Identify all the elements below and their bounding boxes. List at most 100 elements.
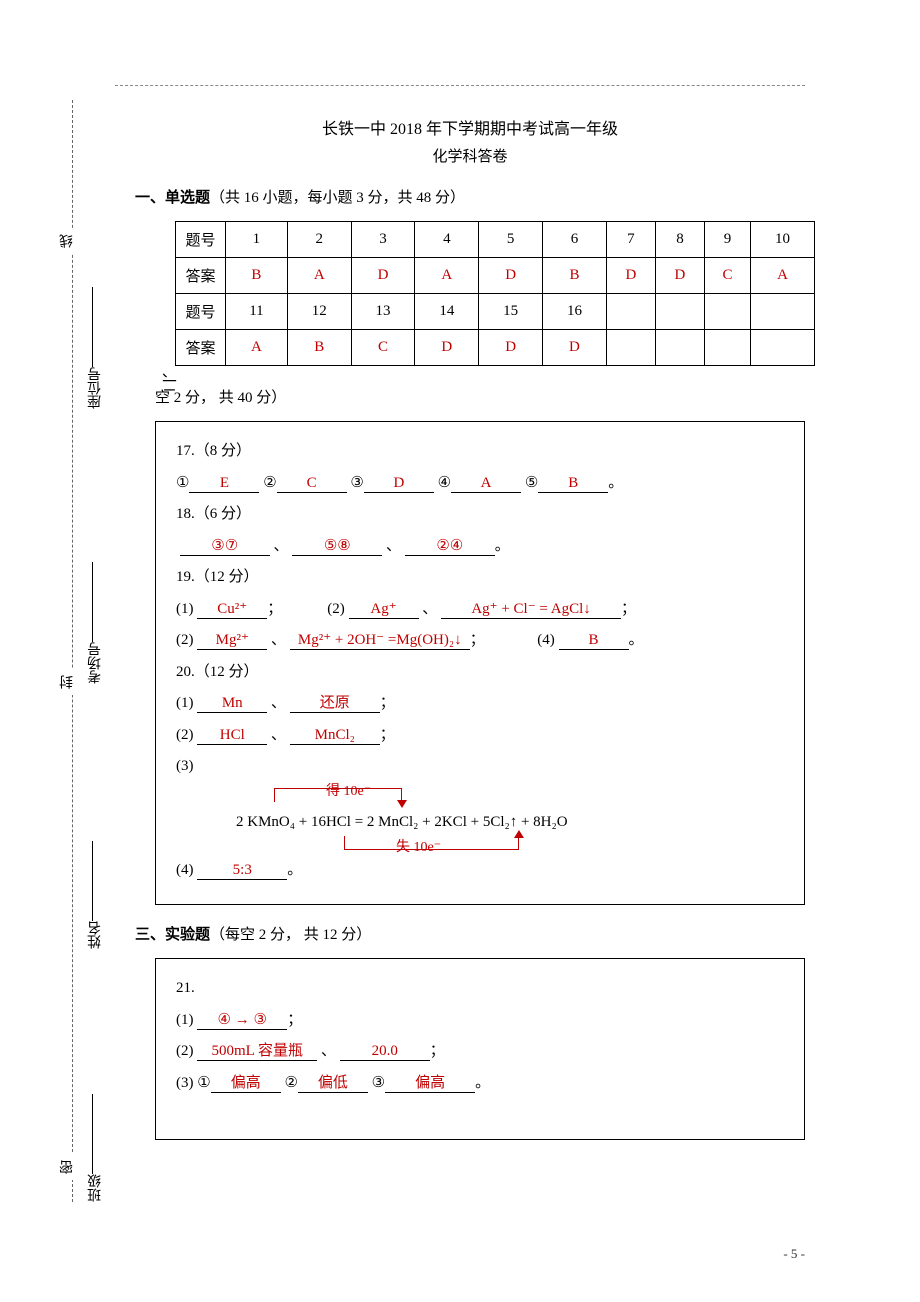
qnum: 8 <box>655 222 704 258</box>
section1-note: （共 16 小题，每小题 3 分，共 48 分） <box>210 190 465 206</box>
section1-title: 一、单选题 <box>135 190 210 206</box>
qnum: 5 <box>479 222 543 258</box>
q20-p1l: (1) <box>176 695 194 711</box>
q21-heading: 21. <box>176 973 784 1005</box>
q17-a1: E <box>189 474 259 493</box>
section3-note: （每空 2 分， 共 12 分） <box>210 927 371 943</box>
q20-p2a: HCl <box>197 726 267 745</box>
side-uline <box>92 841 93 921</box>
q17-l1: ① <box>176 475 189 491</box>
q17-a2: C <box>277 474 347 493</box>
section2-marker: 二、 <box>160 363 181 393</box>
qnum: 14 <box>415 294 479 330</box>
mcq-wrap: 二、 题号 1 2 3 4 5 6 7 8 9 10 答案 B A D A <box>135 221 805 366</box>
binding-mi: 密 <box>58 1154 86 1180</box>
q18-a3: ②④ <box>405 537 495 556</box>
section3-title: 三、实验题 <box>135 927 210 943</box>
q17-heading: 17.（8 分） <box>176 436 784 468</box>
table-row: 题号 1 2 3 4 5 6 7 8 9 10 <box>176 222 815 258</box>
qnum: 11 <box>226 294 288 330</box>
section3-heading: 三、实验题（每空 2 分， 共 12 分） <box>135 923 805 944</box>
row-label: 答案 <box>176 258 226 294</box>
binding-margin: 密 封 线 <box>58 100 88 1202</box>
table-row: 答案 A B C D D D <box>176 330 815 366</box>
q18-line: ③⑦ 、 ⑤⑧ 、 ②④。 <box>176 531 784 563</box>
binding-xian: 线 <box>58 228 86 254</box>
q20-p2l: (2) <box>176 727 194 743</box>
ans <box>704 330 750 366</box>
q21-p2b: 20.0 <box>340 1042 430 1061</box>
qnum: 4 <box>415 222 479 258</box>
title-line1: 长铁一中 2018 年下学期期中考试高一年级 <box>135 115 805 139</box>
q18-a2: ⑤⑧ <box>292 537 382 556</box>
q17-a5: B <box>538 474 608 493</box>
q21-p2l: (2) <box>176 1043 194 1059</box>
q20-equation: 得 10e⁻ 2 KMnO₄ + 16HCl = 2 MnCl₂ + 2KCl … <box>236 783 784 855</box>
q19-p4l: (4) <box>537 632 555 648</box>
q17-l2: ② <box>263 475 276 491</box>
qnum: 15 <box>479 294 543 330</box>
title-line2: 化学科答卷 <box>135 145 805 166</box>
qnum <box>751 294 815 330</box>
side-uline <box>92 562 93 642</box>
qnum: 10 <box>751 222 815 258</box>
qnum <box>704 294 750 330</box>
fill-box-2: 21. (1) ④ → ③； (2) 500mL 容量瓶 、 20.0； (3)… <box>155 958 805 1140</box>
q17-l4: ④ <box>438 475 451 491</box>
ans: D <box>415 330 479 366</box>
q19-heading: 19.（12 分） <box>176 562 784 594</box>
q20-p2b: MnCl₂ <box>290 726 380 745</box>
lose-label: 失 10e⁻ <box>396 833 441 862</box>
q19-p1l: (1) <box>176 601 194 617</box>
fill-box-1: 17.（8 分） ①E ②C ③D ④A ⑤B。 18.（6 分） ③⑦ 、 ⑤… <box>155 421 805 905</box>
side-xingming-label: 姓名 <box>88 921 103 949</box>
gain-label: 得 10e⁻ <box>326 777 371 806</box>
ans: C <box>351 330 415 366</box>
q21-line3: (3) ①偏高 ②偏低 ③偏高。 <box>176 1068 784 1100</box>
q21-p1a: ④ → ③ <box>197 1011 287 1030</box>
q19-line1: (1) Cu²⁺； (2) Ag⁺ 、 Ag⁺ + Cl⁻ = AgCl↓； <box>176 594 784 626</box>
ans: B <box>543 258 607 294</box>
q17-a4: A <box>451 474 521 493</box>
qnum: 13 <box>351 294 415 330</box>
q17-l5: ⑤ <box>525 475 538 491</box>
q19-p3a: Mg²⁺ <box>197 631 267 650</box>
ans: D <box>479 258 543 294</box>
q19-line2: (2) Mg²⁺ 、 Mg²⁺ + 2OH⁻ =Mg(OH)₂↓； (4) B。 <box>176 625 784 657</box>
side-labels: 班级 姓名 考场号 座位号 <box>86 100 106 1202</box>
ans: B <box>226 258 288 294</box>
qnum: 3 <box>351 222 415 258</box>
q20-p3l: (3) <box>176 758 194 774</box>
side-kaochang: 考场号 <box>86 562 106 684</box>
row-label: 答案 <box>176 330 226 366</box>
side-xingming: 姓名 <box>86 841 106 949</box>
ans: A <box>751 258 815 294</box>
row-label: 题号 <box>176 294 226 330</box>
table-row: 答案 B A D A D B D D C A <box>176 258 815 294</box>
table-row: 题号 11 12 13 14 15 16 <box>176 294 815 330</box>
q19-p3b: Mg²⁺ + 2OH⁻ =Mg(OH)₂↓ <box>290 631 470 650</box>
q21-line2: (2) 500mL 容量瓶 、 20.0； <box>176 1036 784 1068</box>
q19-p4a: B <box>559 631 629 650</box>
ans: A <box>287 258 351 294</box>
top-rule <box>115 85 805 86</box>
ans <box>655 330 704 366</box>
mcq-table: 题号 1 2 3 4 5 6 7 8 9 10 答案 B A D A D B D <box>175 221 815 366</box>
section2-fillnote: 空 2 分， 共 40 分） <box>155 386 805 407</box>
ans: B <box>287 330 351 366</box>
qnum: 2 <box>287 222 351 258</box>
q17-l3: ③ <box>350 475 363 491</box>
q20-line4: (4) 5:3。 <box>176 855 784 887</box>
qnum: 9 <box>704 222 750 258</box>
q20-line2: (2) HCl 、 MnCl₂； <box>176 720 784 752</box>
q20-p1a: Mn <box>197 694 267 713</box>
qnum: 7 <box>606 222 655 258</box>
q19-p2a: Ag⁺ <box>349 600 419 619</box>
q21-p31: 偏高 <box>211 1074 281 1093</box>
qnum: 6 <box>543 222 607 258</box>
q19-p2l: (2) <box>327 601 345 617</box>
section1-heading: 一、单选题（共 16 小题，每小题 3 分，共 48 分） <box>135 186 805 207</box>
side-banji: 班级 <box>86 1094 106 1202</box>
main-content: 长铁一中 2018 年下学期期中考试高一年级 化学科答卷 一、单选题（共 16 … <box>135 115 805 1158</box>
q20-line3: (3) <box>176 751 784 783</box>
